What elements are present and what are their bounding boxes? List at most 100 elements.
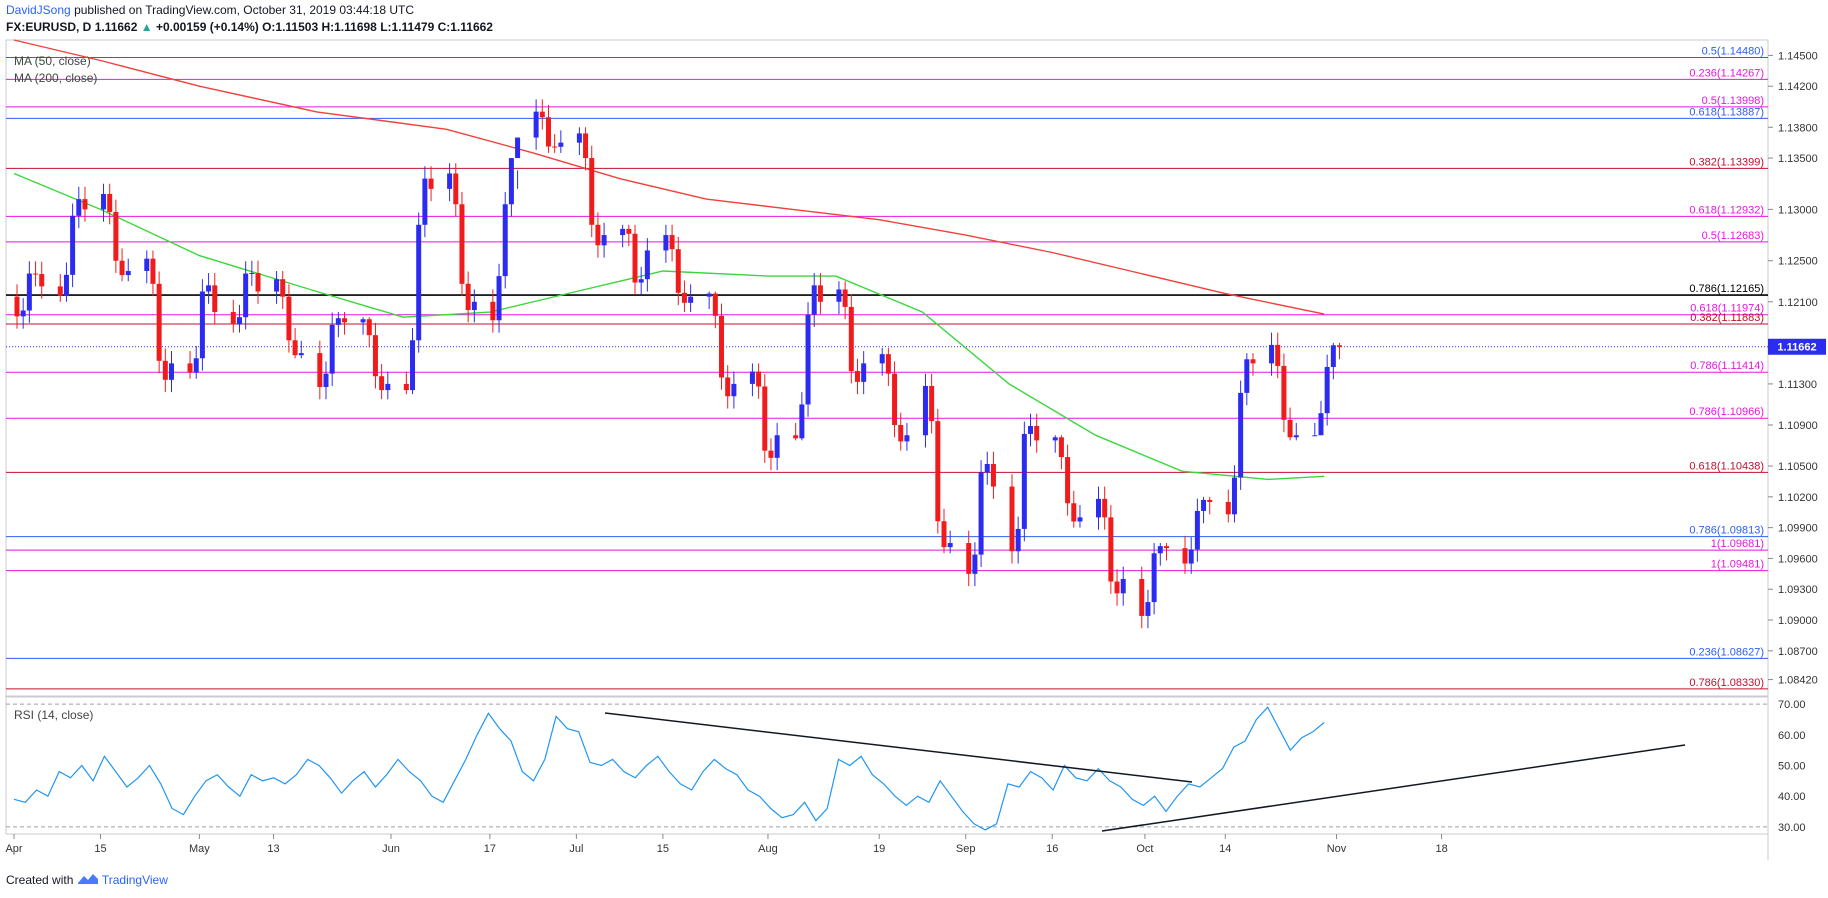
candle-body xyxy=(1269,344,1275,364)
candle-body xyxy=(447,173,453,189)
candle-body xyxy=(811,285,817,315)
candle-body xyxy=(57,286,63,296)
candle-body xyxy=(26,273,32,311)
time-tick-label: 13 xyxy=(267,843,279,855)
candle-body xyxy=(688,296,694,303)
candle-body xyxy=(243,273,249,318)
candle-body xyxy=(558,142,564,147)
candle-body xyxy=(502,204,508,277)
fib-level-label: 0.618(1.10438) xyxy=(1689,460,1764,472)
candle-body xyxy=(459,204,465,284)
candle-body xyxy=(490,301,496,321)
time-tick-label: 15 xyxy=(657,843,669,855)
last-price-badge xyxy=(1768,338,1826,355)
candle-body xyxy=(1287,419,1293,438)
candle-body xyxy=(255,273,261,292)
candle-body xyxy=(632,233,638,283)
candle-body xyxy=(663,235,669,251)
candle-body xyxy=(583,133,589,159)
moving-average-line xyxy=(13,172,1325,481)
rsi-legend[interactable]: RSI (14, close) xyxy=(14,708,94,722)
candle-body xyxy=(212,285,218,313)
candle-body xyxy=(14,296,20,317)
time-tick-label: 17 xyxy=(484,843,496,855)
candle-body xyxy=(1244,359,1250,393)
candle-body xyxy=(366,319,372,336)
candle-body xyxy=(63,274,69,296)
symbol-bar: FX:EURUSD, D 1.11662 ▲ +0.00159 (+0.14%)… xyxy=(6,20,493,34)
candle-body xyxy=(125,270,131,276)
fib-level-label: 0.786(1.11414) xyxy=(1690,360,1764,372)
candle-body xyxy=(428,178,434,189)
candle-body xyxy=(236,317,242,325)
candle-body xyxy=(1096,498,1101,518)
candle-body xyxy=(1120,578,1126,594)
candle-body xyxy=(972,554,978,574)
candle-body xyxy=(978,472,984,555)
candle-body xyxy=(403,383,409,391)
candle-body xyxy=(1188,549,1194,564)
candle-body xyxy=(156,283,162,361)
tradingview-logo-icon xyxy=(77,873,102,887)
candle-body xyxy=(1182,548,1188,564)
ma50-legend[interactable]: MA (50, close) xyxy=(14,54,91,68)
candle-body xyxy=(990,463,996,487)
candle-body xyxy=(1225,501,1231,515)
author-link[interactable]: DavidJSong xyxy=(6,3,71,17)
price-tick-label: 1.14200 xyxy=(1778,81,1818,93)
candle-body xyxy=(842,289,848,307)
candle-body xyxy=(169,363,174,380)
rsi-resistance-trendline xyxy=(604,712,1193,783)
candle-body xyxy=(298,353,304,356)
candle-body xyxy=(230,312,236,325)
candle-body xyxy=(1077,517,1083,522)
candle-body xyxy=(471,301,477,310)
candle-body xyxy=(416,224,422,341)
time-tick-label: May xyxy=(189,843,210,855)
fib-level-label: 1(1.09481) xyxy=(1711,559,1764,571)
candle-body xyxy=(929,385,935,422)
publish-info: DavidJSong published on TradingView.com,… xyxy=(6,3,414,17)
time-tick-label: Jun xyxy=(382,843,400,855)
candle-body xyxy=(1102,498,1108,518)
price-tick-label: 1.12100 xyxy=(1778,297,1818,309)
tradingview-brand[interactable]: TradingView xyxy=(101,873,168,887)
candle-body xyxy=(496,276,502,321)
fib-level-label: 0.786(1.12165) xyxy=(1689,283,1764,295)
candle-body xyxy=(984,463,990,473)
price-tick-label: 1.13500 xyxy=(1778,153,1818,165)
candle-body xyxy=(1145,602,1151,616)
candle-body xyxy=(1281,365,1287,420)
candle-body xyxy=(1312,435,1318,437)
footer: Created with TradingView xyxy=(6,873,168,887)
rsi-line xyxy=(13,706,1325,831)
time-tick-label: Jul xyxy=(569,843,583,855)
fib-level-label: 0.382(1.13399) xyxy=(1689,156,1764,168)
candle-body xyxy=(1034,426,1040,441)
candle-body xyxy=(712,293,718,316)
rsi-tick-label: 70.00 xyxy=(1778,699,1806,711)
rsi-tick-label: 30.00 xyxy=(1778,822,1806,834)
candle-body xyxy=(552,146,558,148)
candle-body xyxy=(144,258,150,271)
candle-body xyxy=(360,319,366,323)
price-tick-label: 1.08700 xyxy=(1778,646,1818,658)
candle-body xyxy=(941,521,947,548)
candle-body xyxy=(317,353,323,387)
candle-body xyxy=(20,310,26,317)
candle-body xyxy=(922,385,928,436)
candle-body xyxy=(762,386,768,451)
ma200-legend[interactable]: MA (200, close) xyxy=(14,71,98,85)
candle-body xyxy=(1157,546,1163,554)
candle-body xyxy=(422,178,428,225)
fib-level-label: 0.236(1.14267) xyxy=(1689,67,1764,79)
candle-body xyxy=(107,193,113,212)
fib-level-label: 1(1.09681) xyxy=(1711,538,1764,550)
candle-body xyxy=(76,199,82,216)
candle-body xyxy=(292,340,298,356)
candle-body xyxy=(731,383,737,397)
time-tick-label: Apr xyxy=(5,843,22,855)
candle-body xyxy=(1324,366,1330,414)
fib-level-label: 0.618(1.13887) xyxy=(1689,106,1764,118)
